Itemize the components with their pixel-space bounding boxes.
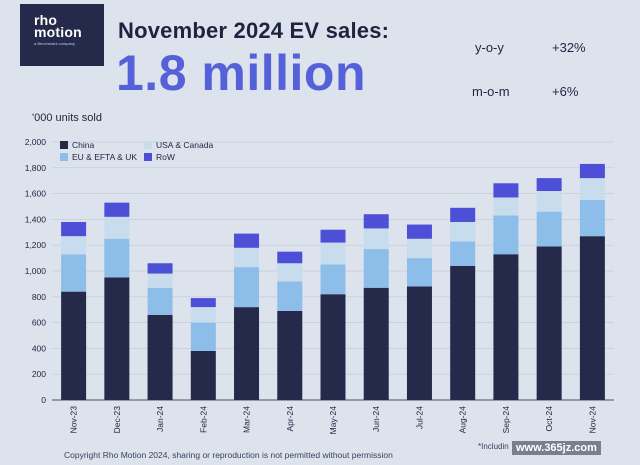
y-tick-label: 1,200: [25, 240, 47, 250]
bar-segment: [234, 307, 260, 400]
y-tick-label: 1,800: [25, 163, 47, 173]
bar-segment: [450, 265, 476, 400]
y-tick-label: 400: [32, 343, 46, 353]
x-tick-label: Nov-23: [69, 406, 79, 434]
bar-segment: [450, 241, 476, 266]
bar-segment: [493, 183, 519, 198]
legend-label: RoW: [156, 152, 175, 162]
bar-segment: [147, 263, 173, 274]
bar-segment: [579, 236, 605, 400]
x-tick-label: Jun-24: [371, 406, 381, 432]
y-tick-label: 2,000: [25, 137, 47, 147]
bar-segment: [104, 216, 130, 239]
x-tick-label: Jan-24: [155, 406, 165, 432]
bar-segment: [406, 258, 432, 287]
bar-segment: [450, 221, 476, 242]
x-tick-label: Nov-24: [587, 406, 597, 434]
legend-label: China: [72, 140, 94, 150]
x-tick-label: Feb-24: [198, 406, 208, 433]
x-tick-label: Dec-23: [112, 406, 122, 434]
y-tick-label: 1,000: [25, 266, 47, 276]
bar-segment: [277, 310, 303, 400]
stat-yoy-value: +32%: [552, 40, 586, 55]
bar-segment: [320, 264, 346, 295]
bar-segment: [450, 207, 476, 222]
x-tick-label: Apr-24: [285, 406, 295, 432]
y-tick-label: 600: [32, 318, 46, 328]
bar-segment: [406, 238, 432, 259]
rho-motion-logo: rho motion a Benchmark company: [20, 4, 104, 66]
bar-segment: [536, 191, 562, 212]
logo-name: rho motion: [34, 12, 82, 40]
legend-label: EU & EFTA & UK: [72, 152, 137, 162]
bar-segment: [363, 228, 389, 250]
bar-segment: [363, 214, 389, 229]
bar-segment: [190, 298, 216, 308]
bar-segment: [234, 247, 260, 268]
bar-segment: [277, 281, 303, 311]
bar-segment: [579, 200, 605, 237]
bar-segment: [190, 322, 216, 351]
page-title: November 2024 EV sales:: [118, 18, 390, 43]
bar-segment: [320, 229, 346, 243]
y-tick-label: 800: [32, 292, 46, 302]
legend-label: USA & Canada: [156, 140, 213, 150]
y-tick-label: 200: [32, 369, 46, 379]
legend-swatch: [60, 141, 68, 149]
stat-mom-value: +6%: [552, 84, 579, 99]
copyright-footer: Copyright Rho Motion 2024, sharing or re…: [64, 450, 393, 460]
legend-swatch: [60, 153, 68, 161]
footnote: *Includin: [478, 442, 509, 451]
x-tick-label: Sep-24: [501, 406, 511, 434]
bar-segment: [320, 294, 346, 400]
x-tick-label: Aug-24: [458, 406, 468, 434]
bar-segment: [579, 163, 605, 179]
y-tick-label: 1,400: [25, 214, 47, 224]
bar-segment: [406, 224, 432, 239]
bar-segment: [234, 267, 260, 308]
watermark: www.365jz.com: [512, 441, 601, 455]
bar-segment: [234, 233, 260, 248]
bar-segment: [493, 215, 519, 255]
bar-segment: [536, 246, 562, 400]
units-label: '000 units sold: [32, 112, 102, 124]
bar-segment: [147, 287, 173, 315]
bar-segment: [363, 287, 389, 400]
bar-segment: [320, 242, 346, 265]
bar-segment: [61, 254, 87, 292]
headline-figure: 1.8 million: [116, 45, 367, 101]
bar-segment: [493, 197, 519, 216]
bar-segment: [493, 254, 519, 400]
bar-segment: [277, 251, 303, 264]
bar-segment: [277, 263, 303, 282]
bar-segment: [61, 236, 87, 255]
bar-segment: [536, 211, 562, 247]
bar-segment: [190, 350, 216, 400]
bar-segment: [61, 291, 87, 400]
legend-swatch: [144, 153, 152, 161]
legend-swatch: [144, 141, 152, 149]
x-tick-label: Jul-24: [414, 406, 424, 429]
stat-yoy-label: y-o-y: [475, 40, 504, 55]
bar-segment: [147, 273, 173, 288]
bar-segment: [104, 238, 130, 278]
bar-segment: [147, 314, 173, 400]
x-tick-label: Mar-24: [242, 406, 252, 433]
y-tick-label: 1,600: [25, 189, 47, 199]
bar-segment: [190, 307, 216, 323]
x-tick-label: May-24: [328, 406, 338, 435]
bar-segment: [104, 202, 130, 217]
stat-mom-label: m-o-m: [472, 84, 510, 99]
x-tick-label: Oct-24: [544, 406, 554, 432]
bar-segment: [536, 178, 562, 192]
logo-subtitle: a Benchmark company: [34, 41, 75, 46]
bar-segment: [61, 221, 87, 237]
bar-segment: [406, 286, 432, 400]
bar-segment: [579, 178, 605, 201]
y-tick-label: 0: [41, 395, 46, 405]
bar-segment: [104, 277, 130, 400]
bar-segment: [363, 249, 389, 288]
